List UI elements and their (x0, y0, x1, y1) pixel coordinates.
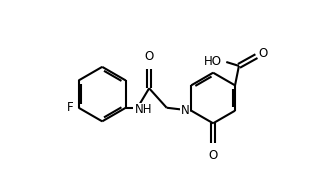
Text: HO: HO (203, 55, 221, 68)
Text: N: N (181, 104, 189, 117)
Text: O: O (209, 149, 218, 162)
Text: O: O (258, 47, 267, 60)
Text: O: O (145, 50, 154, 63)
Text: NH: NH (134, 103, 152, 116)
Text: F: F (67, 101, 74, 114)
